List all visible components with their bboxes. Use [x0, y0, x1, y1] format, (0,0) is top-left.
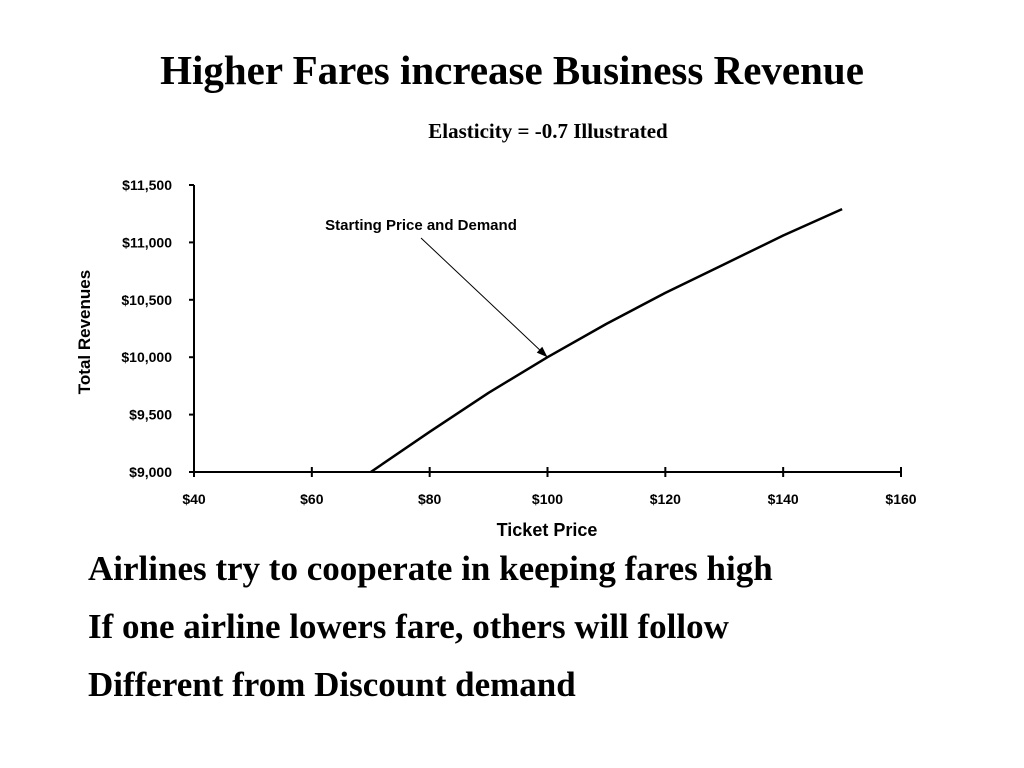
x-tick-label: $100	[532, 491, 563, 507]
annotation-layer: Starting Price and Demand	[325, 217, 548, 358]
x-tick-label: $40	[182, 491, 206, 507]
bullet-item: Different from Discount demand	[88, 665, 576, 704]
bullet-list: Airlines try to cooperate in keeping far…	[88, 546, 773, 720]
series-layer	[370, 207, 843, 474]
x-axis-ticks: $40 $60 $80 $100 $120 $140 $160	[182, 467, 917, 507]
y-tick-label: $10,000	[121, 349, 172, 365]
revenue-chart: Elasticity = -0.7 Illustrated $9,000 $9,5…	[75, 119, 917, 540]
y-tick-label: $11,500	[122, 177, 172, 193]
x-tick-label: $140	[768, 491, 799, 507]
y-tick-label: $9,000	[129, 464, 172, 480]
y-tick-label: $9,500	[129, 407, 172, 423]
revenue-series-line	[370, 207, 843, 474]
y-tick-label: $11,000	[122, 234, 172, 250]
annotation-arrow-line	[420, 237, 548, 358]
chart-title: Elasticity = -0.7 Illustrated	[428, 119, 668, 143]
x-axis-label: Ticket Price	[497, 520, 598, 540]
annotation-arrowhead	[536, 346, 548, 358]
bullet-item: Airlines try to cooperate in keeping far…	[88, 549, 773, 588]
x-tick-label: $60	[300, 491, 324, 507]
x-tick-label: $80	[418, 491, 442, 507]
x-tick-label: $120	[650, 491, 681, 507]
y-tick-label: $10,500	[121, 292, 172, 308]
y-axis-label: Total Revenues	[75, 270, 94, 394]
y-axis-ticks: $9,000 $9,500 $10,000 $10,500 $11,000 $11,500	[121, 177, 194, 480]
slide-title: Higher Fares increase Business Revenue	[160, 47, 864, 93]
bullet-item: If one airline lowers fare, others will …	[88, 607, 729, 646]
x-tick-label: $160	[885, 491, 916, 507]
annotation-label: Starting Price and Demand	[325, 217, 517, 234]
